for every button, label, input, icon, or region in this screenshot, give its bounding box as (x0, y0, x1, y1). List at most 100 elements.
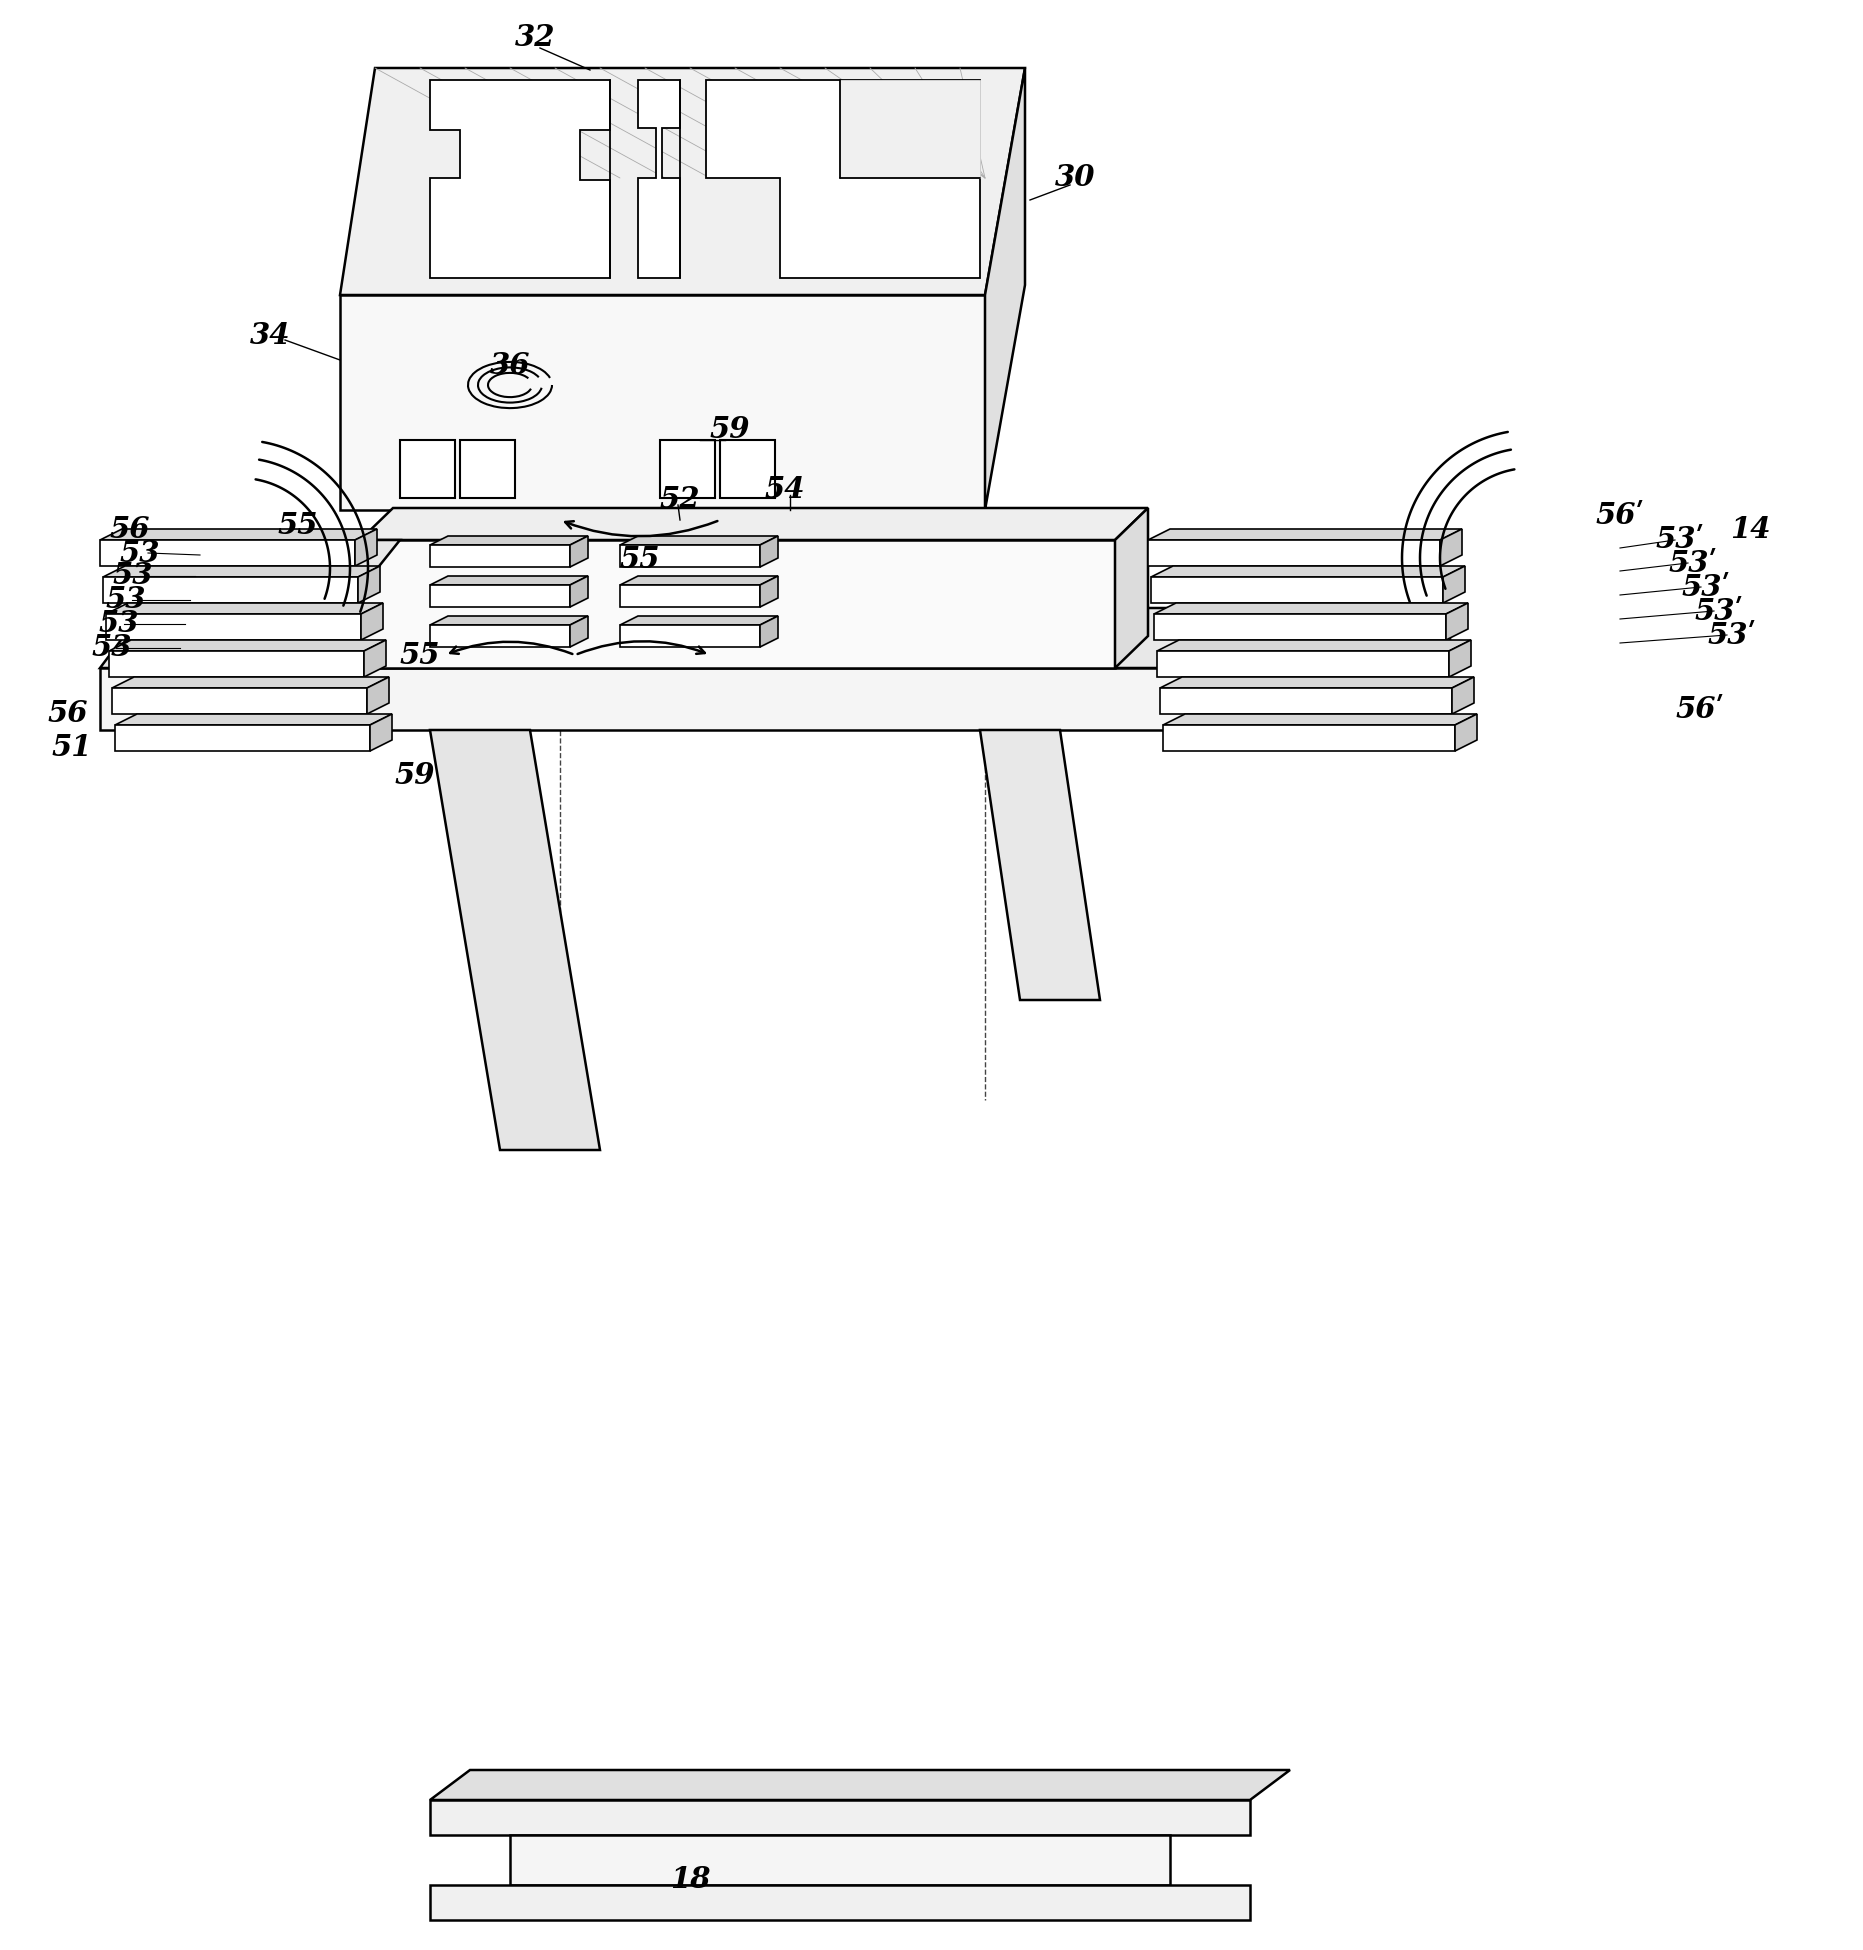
Polygon shape (1157, 640, 1472, 651)
Text: 53ʹ: 53ʹ (1707, 620, 1757, 649)
Polygon shape (620, 536, 779, 544)
Polygon shape (401, 441, 455, 497)
Text: 53ʹ: 53ʹ (1669, 548, 1718, 577)
Polygon shape (430, 616, 589, 626)
Text: 55: 55 (620, 546, 660, 575)
Polygon shape (1440, 528, 1462, 566)
Polygon shape (106, 614, 361, 640)
Polygon shape (430, 729, 600, 1150)
Polygon shape (430, 1800, 1250, 1835)
Polygon shape (1446, 603, 1468, 640)
Polygon shape (1157, 651, 1449, 677)
Text: 53: 53 (114, 562, 153, 591)
Polygon shape (1444, 566, 1464, 603)
Polygon shape (1114, 509, 1148, 669)
Polygon shape (760, 616, 779, 647)
Text: 56: 56 (48, 700, 88, 729)
Polygon shape (371, 714, 391, 751)
Text: 51: 51 (52, 733, 93, 762)
Polygon shape (116, 714, 391, 725)
Polygon shape (102, 577, 358, 603)
Polygon shape (1161, 688, 1451, 714)
Polygon shape (660, 441, 715, 497)
Text: 59: 59 (710, 415, 751, 445)
Polygon shape (1148, 528, 1462, 540)
Polygon shape (358, 566, 380, 603)
Text: 56: 56 (110, 515, 151, 544)
Polygon shape (620, 575, 779, 585)
Polygon shape (430, 1771, 1289, 1800)
Text: 53: 53 (91, 634, 132, 663)
Text: 56ʹ: 56ʹ (1675, 696, 1725, 725)
Polygon shape (980, 729, 1099, 1000)
Polygon shape (719, 441, 775, 497)
Polygon shape (1163, 714, 1477, 725)
Polygon shape (361, 603, 384, 640)
Polygon shape (220, 540, 401, 669)
Polygon shape (620, 626, 760, 647)
Polygon shape (101, 608, 1449, 669)
Polygon shape (356, 528, 376, 566)
Polygon shape (1455, 714, 1477, 751)
Polygon shape (1163, 725, 1455, 751)
Polygon shape (1161, 677, 1474, 688)
Polygon shape (986, 68, 1025, 511)
Polygon shape (1451, 677, 1474, 714)
Text: 55: 55 (278, 511, 319, 540)
Polygon shape (570, 575, 589, 606)
Polygon shape (637, 80, 680, 279)
Text: 30: 30 (1054, 164, 1095, 193)
Polygon shape (430, 1886, 1250, 1921)
Polygon shape (620, 544, 760, 567)
Text: 52: 52 (660, 486, 700, 515)
Polygon shape (341, 68, 1025, 294)
Polygon shape (341, 294, 986, 511)
Text: 18: 18 (671, 1866, 710, 1895)
Polygon shape (430, 575, 589, 585)
Polygon shape (360, 509, 1148, 540)
Text: 59: 59 (395, 760, 436, 790)
Polygon shape (101, 669, 1405, 729)
Polygon shape (1153, 603, 1468, 614)
Polygon shape (363, 640, 386, 677)
Polygon shape (360, 540, 1114, 669)
Polygon shape (510, 1835, 1170, 1886)
Text: 34: 34 (250, 320, 291, 349)
Text: 14: 14 (1729, 515, 1770, 544)
Polygon shape (1148, 540, 1440, 566)
Polygon shape (1151, 577, 1444, 603)
Polygon shape (1405, 608, 1449, 729)
Polygon shape (706, 80, 980, 279)
Text: 55: 55 (401, 640, 440, 669)
Polygon shape (760, 536, 779, 567)
Text: 32: 32 (514, 23, 555, 53)
Polygon shape (116, 725, 371, 751)
Polygon shape (430, 536, 589, 544)
Text: 36: 36 (490, 351, 531, 380)
Polygon shape (570, 536, 589, 567)
Polygon shape (460, 441, 514, 497)
Polygon shape (101, 528, 376, 540)
Polygon shape (110, 651, 363, 677)
Text: 53ʹ: 53ʹ (1682, 573, 1731, 601)
Polygon shape (106, 603, 384, 614)
Polygon shape (430, 626, 570, 647)
Polygon shape (620, 585, 760, 606)
Polygon shape (430, 544, 570, 567)
Polygon shape (1449, 640, 1472, 677)
Polygon shape (112, 677, 389, 688)
Polygon shape (760, 575, 779, 606)
Text: 53: 53 (99, 610, 140, 638)
Text: 54: 54 (764, 476, 805, 505)
Polygon shape (110, 640, 386, 651)
Text: 56ʹ: 56ʹ (1595, 501, 1645, 530)
Polygon shape (1153, 614, 1446, 640)
Polygon shape (1151, 566, 1464, 577)
Polygon shape (112, 688, 367, 714)
Polygon shape (430, 585, 570, 606)
Polygon shape (367, 677, 389, 714)
Polygon shape (102, 566, 380, 577)
Polygon shape (101, 540, 356, 566)
Polygon shape (570, 616, 589, 647)
Polygon shape (840, 80, 980, 177)
